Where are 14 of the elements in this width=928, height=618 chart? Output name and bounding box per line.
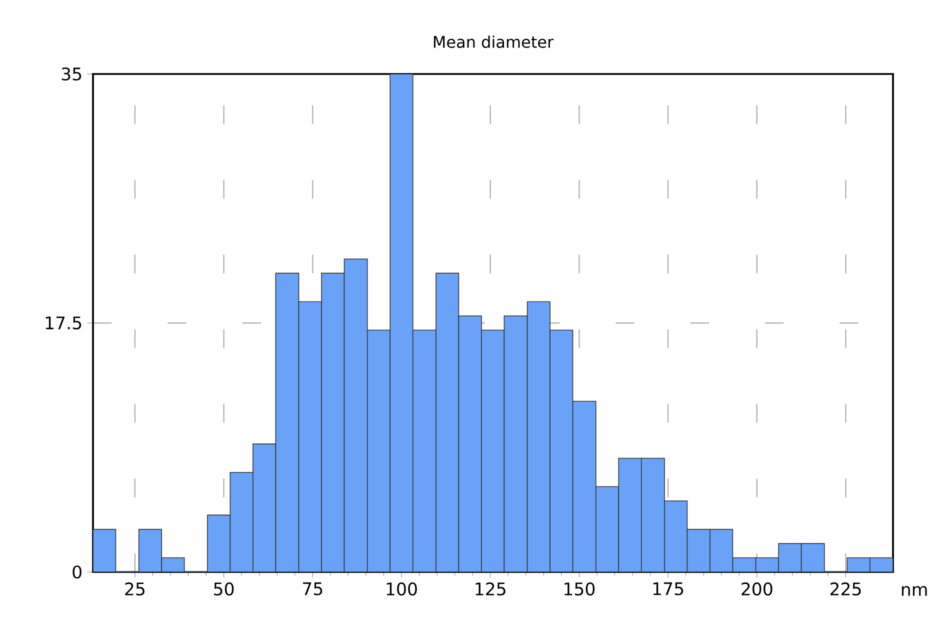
x-tick-label: 200 — [742, 582, 772, 596]
y-tick-label: 17.5 — [46, 316, 82, 330]
chart-title: Mean diameter — [434, 36, 554, 48]
x-axis-title: nm — [902, 586, 927, 596]
x-tick-label: 50 — [214, 582, 234, 596]
y-tick-label: 0 — [72, 565, 82, 579]
y-tick-label: 35 — [62, 67, 82, 81]
x-tick-label: 225 — [830, 582, 861, 596]
x-tick-label: 75 — [303, 582, 322, 596]
x-tick-label: 150 — [564, 582, 595, 596]
x-tick-label: 175 — [653, 582, 684, 596]
x-tick-label: 25 — [125, 582, 144, 596]
x-tick-label: 125 — [476, 582, 506, 596]
x-tick-label: 100 — [386, 582, 417, 596]
